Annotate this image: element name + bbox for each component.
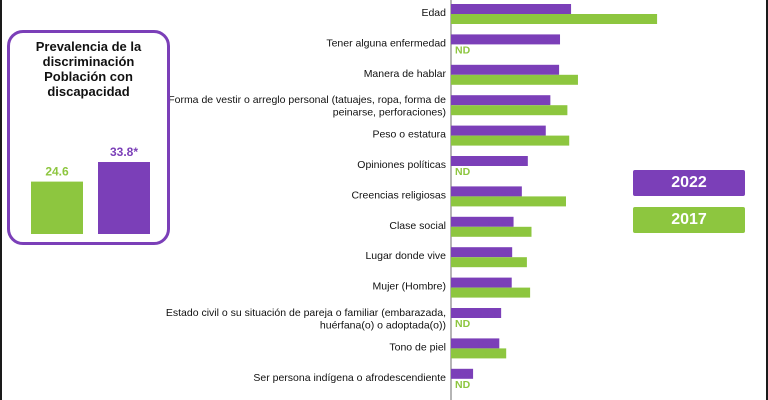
legend-2017: 2017 [633,207,745,233]
category-label: Lugar donde vive [365,250,446,262]
data-label-2017: 44.8 [634,14,655,26]
category-label: huérfana(o) o adoptada(o)) [320,319,446,331]
bar-2017 [451,105,568,116]
bar-2022 [451,277,512,288]
bar-2022 [451,4,572,14]
bar-2022 [451,338,500,349]
data-label-2017: ND [455,44,471,56]
inset-data-label: 33.8* [110,145,138,159]
category-label: Opiniones políticas [357,159,446,171]
data-label-2017: 25.0 [543,196,564,208]
category-label: Mujer (Hombre) [372,281,446,293]
inset-prevalence-box: Prevalencia de la discriminación Poblaci… [7,30,170,245]
inset-title-line: Población con [44,69,133,84]
category-label: Peso o estatura [372,129,446,141]
bar-2022 [451,368,474,379]
bar-2022 [451,156,528,166]
data-label-2017: 27.6 [555,75,576,87]
inset-title-line: Prevalencia de la [35,39,142,54]
data-label-2017: ND [455,379,471,391]
data-label-2017: 12.0 [483,348,504,360]
data-label-2022: 15.4* [494,186,519,198]
category-label: Clase social [389,220,446,232]
data-label-2017: 16.5 [503,257,524,269]
category-label: Tener alguna enfermedad [326,37,446,49]
bar-2022 [451,186,522,197]
bar-2017 [451,287,531,298]
legend-2022: 2022 [633,170,745,196]
bar-2022 [451,216,514,227]
bar-2017 [451,348,507,359]
category-label: peinarse, perforaciones) [333,106,446,118]
bar-2022 [451,308,502,318]
inset-title-line: discriminación [42,54,135,69]
inset-bar-chart: 24.6 33.8* [31,145,150,234]
data-label-2022: 23.5 [536,65,557,77]
inset-bar-2017 [31,181,83,234]
bar-2022 [451,64,560,75]
data-label-2017: ND [455,166,471,178]
bar-2017 [451,135,570,146]
data-label-2022: 21.6 [527,95,548,107]
data-label-2022: 10.9 [478,308,499,320]
bar-2022 [451,247,513,258]
category-label: Forma de vestir o arreglo personal (tatu… [168,94,446,106]
bar-2022 [451,125,546,136]
category-label: Ser persona indígena o afrodescendiente [253,372,446,384]
data-label-2022: 4.8 [455,369,470,381]
data-label-2022: 16.7 [504,156,525,168]
inset-bar-2022 [98,162,150,234]
bar-2017 [451,14,658,24]
bar-2017 [451,74,578,85]
data-label-2022: 13.6* [486,217,511,229]
bar-2017 [451,226,532,237]
data-label-2022: 23.7 [537,34,558,46]
bar-2022 [451,95,551,106]
bar-2022 [451,34,561,45]
data-label-2017: 25.3 [544,105,565,117]
data-label-2017: 25.7 [546,136,567,148]
data-label-2022: 20.6* [518,126,543,138]
category-label: Tono de piel [389,341,446,353]
inset-title: Prevalencia de la discriminación Poblaci… [10,39,167,99]
bar-2017 [451,196,566,207]
category-label: Creencias religiosas [351,189,446,201]
right-frame-border [766,0,768,400]
data-label-2022: 13.2 [488,278,509,290]
data-label-2022: 10.5 [476,338,497,350]
inset-title-line: discapacidad [47,84,130,99]
category-label: Estado civil o su situación de pareja o … [166,307,446,319]
data-label-2017: ND [455,318,471,330]
data-label-2022: 26.1* [544,4,569,16]
data-label-2022: 13.3 [489,247,510,259]
bar-2017 [451,257,527,268]
data-label-2017: 17.2 [507,288,528,300]
left-frame-border [0,0,2,400]
data-label-2017: 17.5 [508,227,529,239]
inset-data-label: 24.6 [45,165,69,179]
category-label: Manera de hablar [364,68,447,80]
category-label: Edad [421,7,446,19]
